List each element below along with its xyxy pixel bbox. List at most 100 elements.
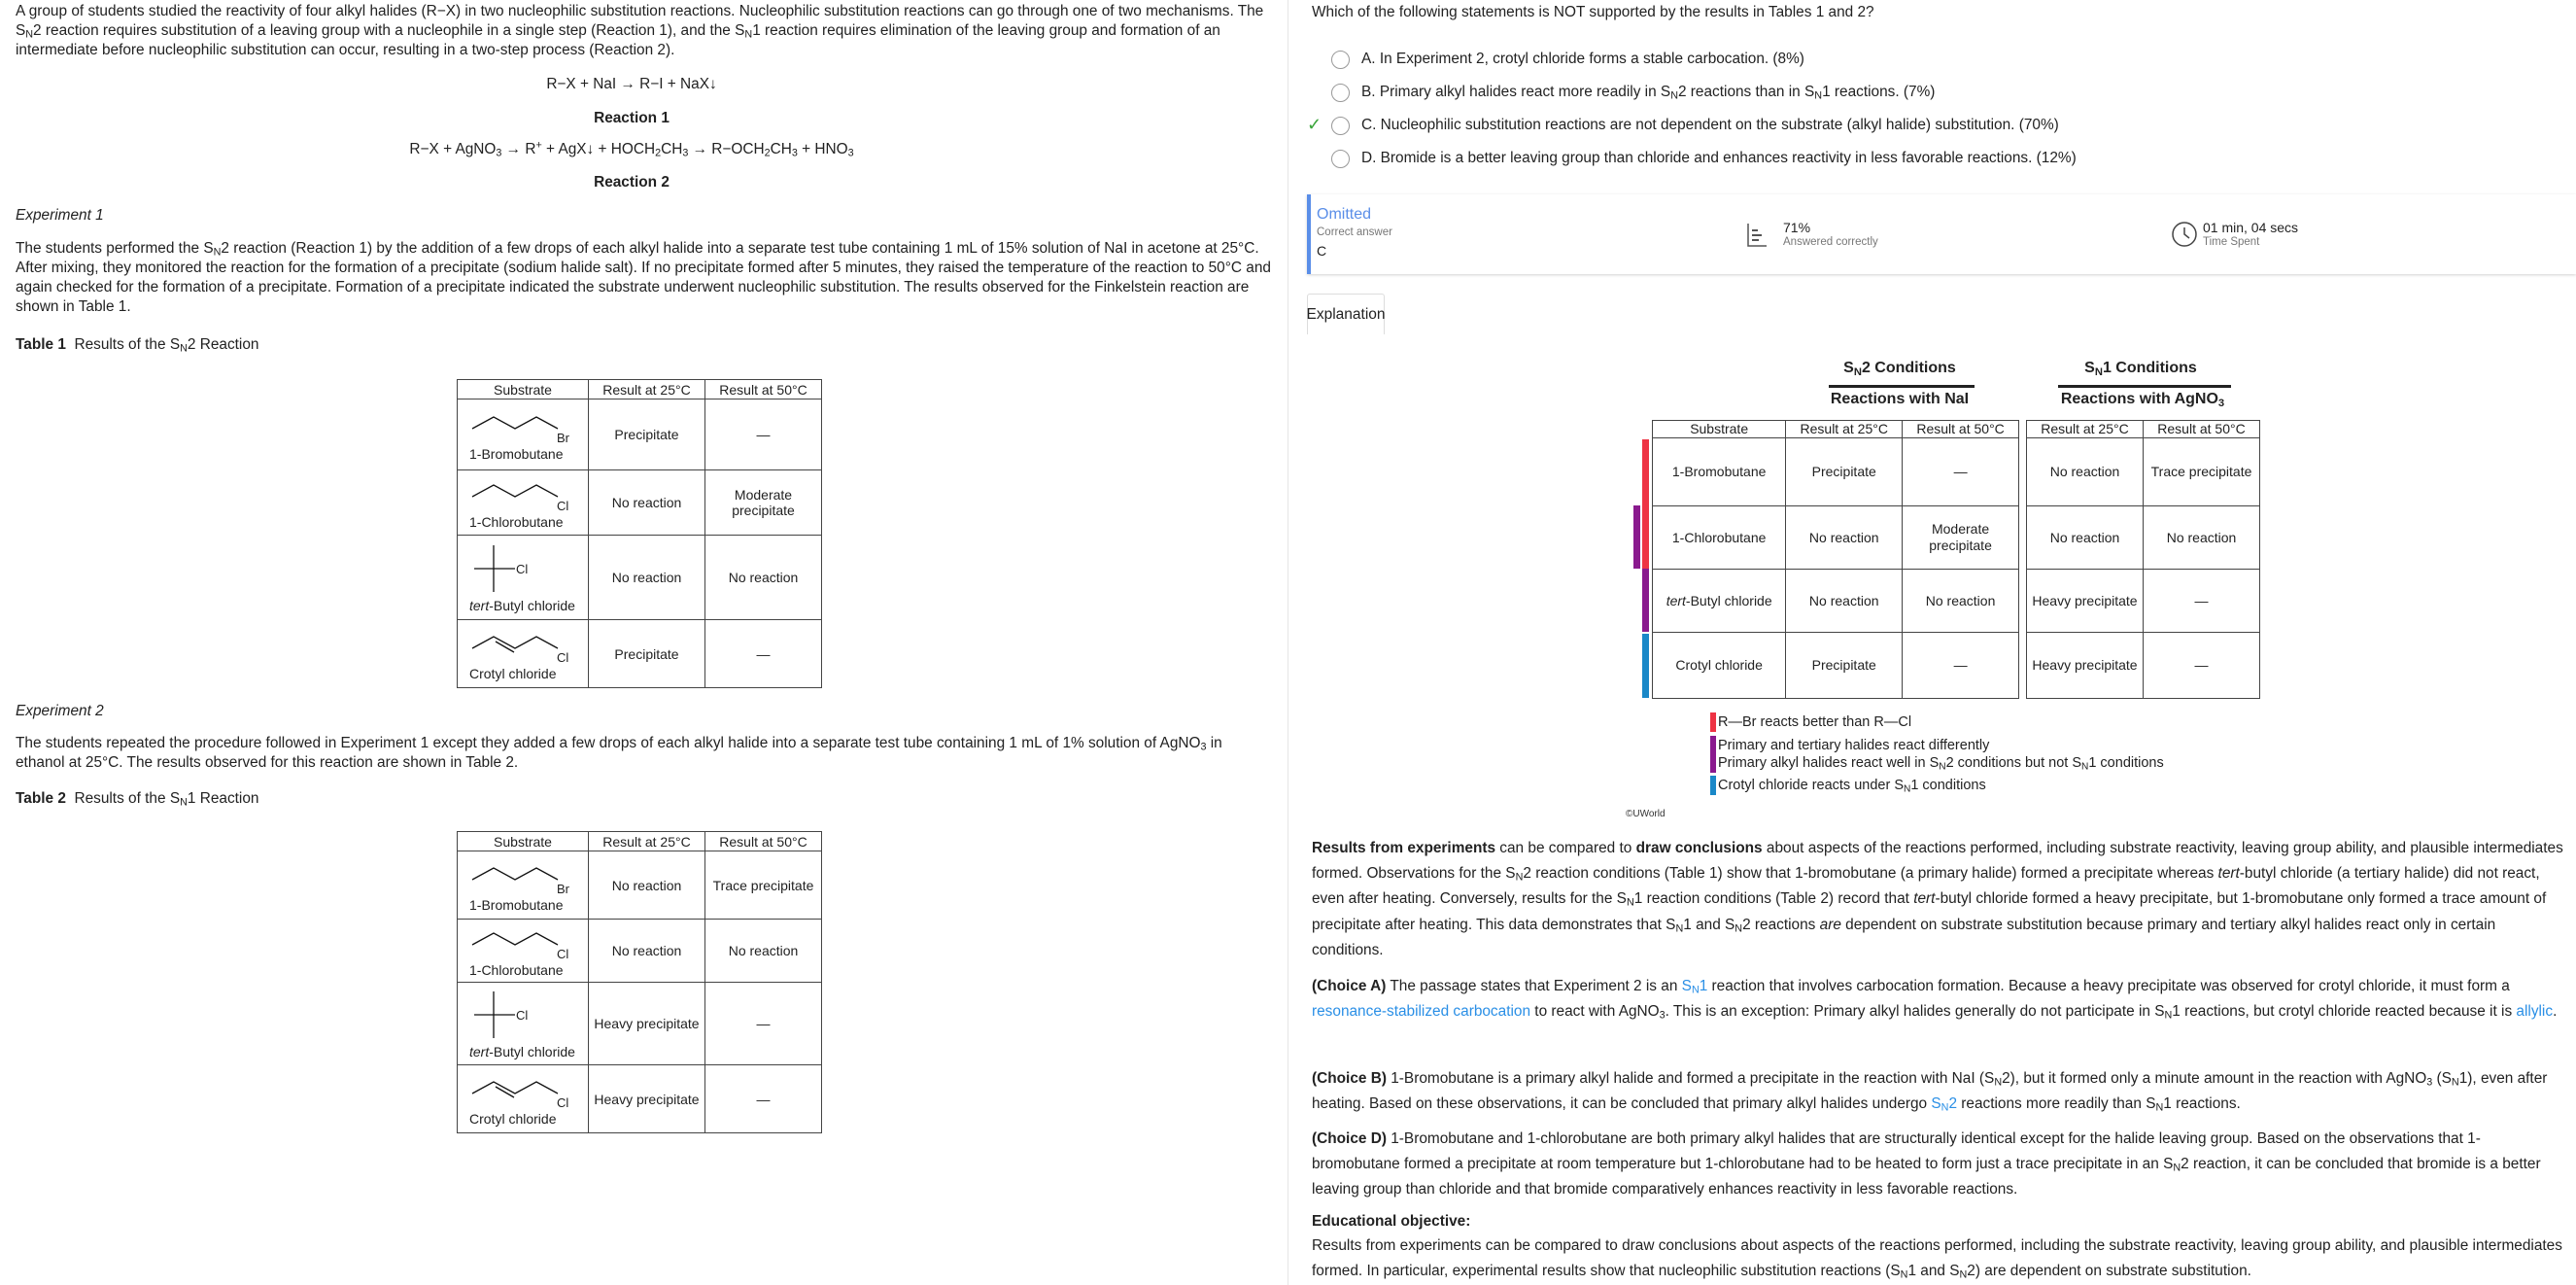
substrate-cell: tert-Butyl chloride xyxy=(1651,569,1787,633)
table-row: No reaction No reaction xyxy=(2026,505,2260,570)
result-cell: No reaction xyxy=(1785,569,1904,633)
table-row: Cl tert-Butyl chloride Heavy precipitate… xyxy=(457,982,822,1065)
legend-swatch xyxy=(1710,712,1716,732)
answer-option-d[interactable]: D. Bromide is a better leaving group tha… xyxy=(1331,148,2077,169)
substrate-name: Crotyl chloride xyxy=(469,1110,557,1127)
clock-icon xyxy=(2172,222,2197,247)
explanation-link[interactable]: allylic xyxy=(2516,1003,2554,1021)
result-cell: Heavy precipitate xyxy=(2026,569,2144,633)
result-cell: — xyxy=(2143,632,2260,699)
substituent-label: Br xyxy=(557,881,569,896)
radio-button[interactable] xyxy=(1331,50,1350,69)
result-cell: Moderate precipitate xyxy=(1902,505,2019,570)
objective-title: Educational objective: xyxy=(1312,1213,1471,1230)
substrate-cell: 1-Chlorobutane xyxy=(1651,505,1787,570)
result-cell: — xyxy=(2143,569,2260,633)
objective-text: Results from experiments can be compared… xyxy=(1312,1237,2562,1281)
result-25c: Precipitate xyxy=(588,399,705,470)
table-row: tert-Butyl chloride No reaction No reactio… xyxy=(1651,569,2019,633)
result-25c: Precipitate xyxy=(588,619,705,688)
table2-caption-text: Results of the SN1 Reaction xyxy=(74,790,259,809)
table2-caption: Table 2 Results of the SN1 Reaction xyxy=(16,789,1279,809)
tab-explanation[interactable]: Explanation xyxy=(1307,294,1386,334)
experiment2-text: The students repeated the procedure foll… xyxy=(16,735,1222,771)
table-row: Heavy precipitate — xyxy=(2026,632,2260,699)
substrate-cell: Cl tert-Butyl chloride xyxy=(457,535,589,620)
table-row: Cl 1-Chlorobutane No reaction No reactio… xyxy=(457,919,822,983)
substituent-label: Cl xyxy=(557,649,569,665)
table-header-row: Substrate Result at 25°C Result at 50°C xyxy=(457,379,822,399)
reaction2-equation: R−X + AgNO3 → R+ + AgX↓ + HOCH2CH3 → R−O… xyxy=(409,139,854,159)
bar-chart-icon xyxy=(1747,224,1767,247)
result-25c: Heavy precipitate xyxy=(588,982,705,1065)
column-header: Result at 50°C xyxy=(2143,420,2260,438)
table-row: Br 1-Bromobutane No reaction Trace preci… xyxy=(457,851,822,920)
substrate-cell: Cl Crotyl chloride xyxy=(457,619,589,688)
substituent-label: Br xyxy=(557,431,569,445)
result-cell: — xyxy=(1902,437,2019,506)
result-50c: — xyxy=(704,619,822,688)
table2: Substrate Result at 25°C Result at 50°C Br… xyxy=(457,831,822,1133)
answer-option-a[interactable]: A. In Experiment 2, crotyl chloride form… xyxy=(1331,49,1804,70)
substrate-name: 1-Bromobutane xyxy=(469,896,564,913)
legend-entry: R—Br reacts better than R—Cl xyxy=(1718,714,1912,730)
option-text: B. Primary alkyl halides react more read… xyxy=(1361,84,1936,102)
copyright: ©UWorld xyxy=(1626,809,1666,819)
result-25c: No reaction xyxy=(588,851,705,920)
structure-drawing xyxy=(471,416,559,430)
sn2-heading-rule xyxy=(1829,385,1975,388)
table1: Substrate Result at 25°C Result at 50°C Br… xyxy=(457,379,822,688)
column-header: Result at 50°C xyxy=(704,831,822,851)
column-header: Result at 25°C xyxy=(2026,420,2144,438)
sn2-heading: SN2 Conditions xyxy=(1843,360,1956,378)
answer-option-b[interactable]: B. Primary alkyl halides react more read… xyxy=(1331,82,1935,103)
time-spent-label: Time Spent xyxy=(2203,236,2260,248)
result-cell: No reaction xyxy=(1902,569,2019,633)
explanation-paragraph: Results from experiments can be compared… xyxy=(1312,840,2563,958)
option-text: A. In Experiment 2, crotyl chloride form… xyxy=(1361,51,1804,67)
substrate-cell: Cl Crotyl chloride xyxy=(457,1064,589,1133)
result-50c: No reaction xyxy=(704,919,822,983)
highlight-bar-blue xyxy=(1642,634,1649,698)
passage-panel: A group of students studied the reactivi… xyxy=(16,3,1279,1133)
substrate-name: Crotyl chloride xyxy=(469,665,557,681)
result-cell: Trace precipitate xyxy=(2143,437,2260,506)
explanation-link[interactable]: resonance-stabilized carbocation xyxy=(1312,1003,1531,1021)
explanation-link[interactable]: SN1 xyxy=(1681,978,1708,996)
substrate-name: 1-Chlorobutane xyxy=(469,962,564,978)
legend-swatch xyxy=(1710,776,1716,795)
column-header: Result at 25°C xyxy=(588,831,705,851)
legend-swatch xyxy=(1710,736,1716,773)
result-cell: No reaction xyxy=(2026,437,2144,506)
radio-button[interactable] xyxy=(1331,83,1350,102)
explanation-link[interactable]: SN2 xyxy=(1931,1095,1958,1114)
table-row: Crotyl chloride Precipitate — xyxy=(1651,632,2019,699)
reaction1-label: Reaction 1 xyxy=(594,110,670,126)
substituent-label: Cl xyxy=(516,1008,529,1023)
stats-box: Omitted Correct answer C 71% Answered co… xyxy=(1307,194,2576,274)
table-row: No reaction Trace precipitate xyxy=(2026,437,2260,506)
result-25c: No reaction xyxy=(588,919,705,983)
experiment2-title: Experiment 2 xyxy=(16,703,104,719)
structure-drawing xyxy=(471,932,559,946)
radio-button[interactable] xyxy=(1331,149,1350,168)
legend-entry: Primary alkyl halides react well in SN2 … xyxy=(1718,755,2164,773)
column-header: Result at 50°C xyxy=(704,379,822,399)
column-header: Substrate xyxy=(1651,420,1787,438)
result-cell: Heavy precipitate xyxy=(2026,632,2144,699)
explanation-paragraph: (Choice B) 1-Bromobutane is a primary al… xyxy=(1312,1070,2548,1114)
substrate-cell: Cl 1-Chlorobutane xyxy=(457,919,589,983)
question-stem: Which of the following statements is NOT… xyxy=(1312,4,1874,20)
legend-entry: Primary and tertiary halides react diffe… xyxy=(1718,738,1990,753)
sn1-results-table: Result at 25°C Result at 50°C No reaction T… xyxy=(2026,420,2260,699)
answer-option-c[interactable]: ✓ C. Nucleophilic substitution reactions … xyxy=(1307,115,2059,136)
table-row: Br 1-Bromobutane Precipitate — xyxy=(457,399,822,470)
structure-drawing xyxy=(474,991,515,1038)
experiment1-title: Experiment 1 xyxy=(16,207,104,224)
substrate-cell: Br 1-Bromobutane xyxy=(457,851,589,920)
passage-intro: A group of students studied the reactivi… xyxy=(16,3,1264,58)
correct-answer-value: C xyxy=(1317,243,1327,259)
radio-button[interactable] xyxy=(1331,116,1350,135)
result-cell: Precipitate xyxy=(1785,437,1904,506)
result-50c: — xyxy=(704,399,822,470)
